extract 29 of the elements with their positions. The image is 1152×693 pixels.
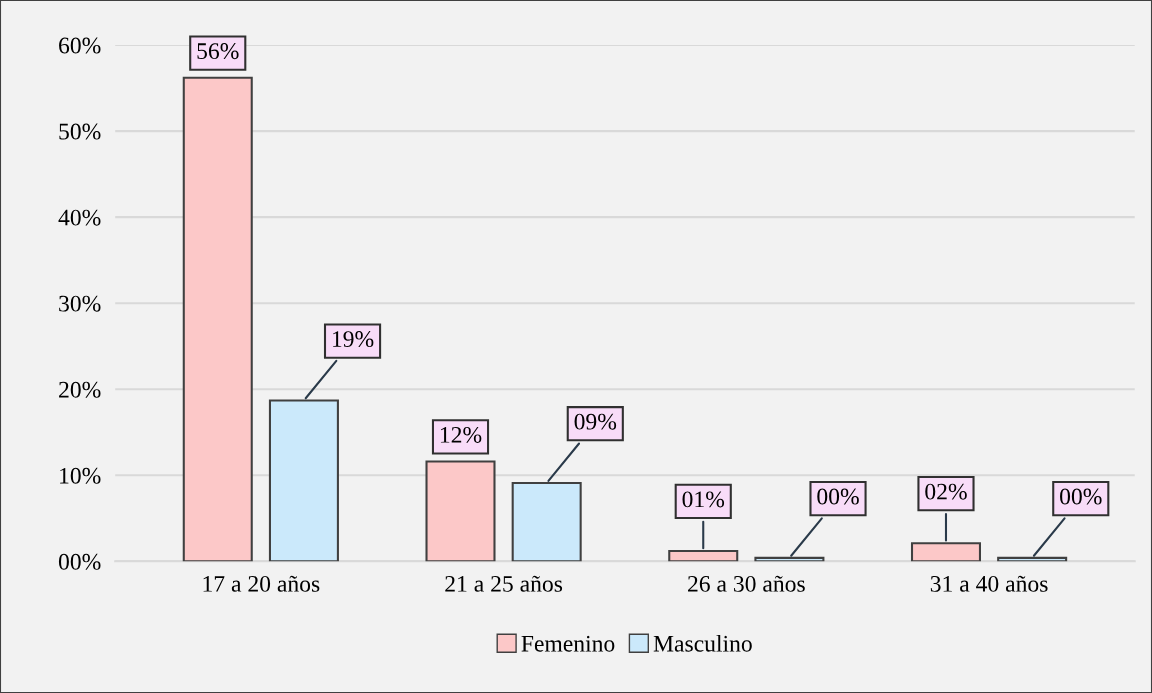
legend-label: Masculino — [653, 635, 752, 652]
bar — [668, 549, 739, 562]
data-label: 56% — [197, 43, 239, 60]
data-label: 12% — [440, 426, 482, 443]
bar — [425, 460, 496, 562]
data-label: 09% — [574, 413, 617, 430]
x-tick-label: 21 a 25 años — [445, 575, 563, 592]
bar — [268, 399, 339, 562]
data-label: 19% — [332, 331, 374, 348]
bar — [511, 481, 582, 562]
x-tick-label: 26 a 30 años — [688, 575, 805, 592]
bar — [754, 556, 825, 562]
y-tick-label: 60% — [59, 37, 101, 54]
x-tick-label: 17 a 20 años — [203, 575, 320, 592]
legend-label: Femenino — [521, 635, 615, 652]
y-tick-label: 40% — [58, 209, 101, 226]
bar — [910, 542, 982, 562]
data-label: 02% — [925, 483, 967, 500]
y-tick-label: 10% — [60, 467, 101, 484]
y-tick-label: 50% — [59, 123, 101, 140]
y-tick-label: 30% — [59, 295, 101, 312]
data-label: 00% — [1060, 488, 1102, 505]
x-tick-label: 31 a 40 años — [930, 575, 1048, 592]
bar — [182, 76, 253, 562]
data-label: 00% — [817, 488, 859, 505]
data-label: 01% — [682, 491, 725, 508]
y-tick-label: 20% — [59, 381, 101, 398]
y-tick-label: 00% — [58, 553, 101, 570]
bar — [997, 556, 1068, 562]
